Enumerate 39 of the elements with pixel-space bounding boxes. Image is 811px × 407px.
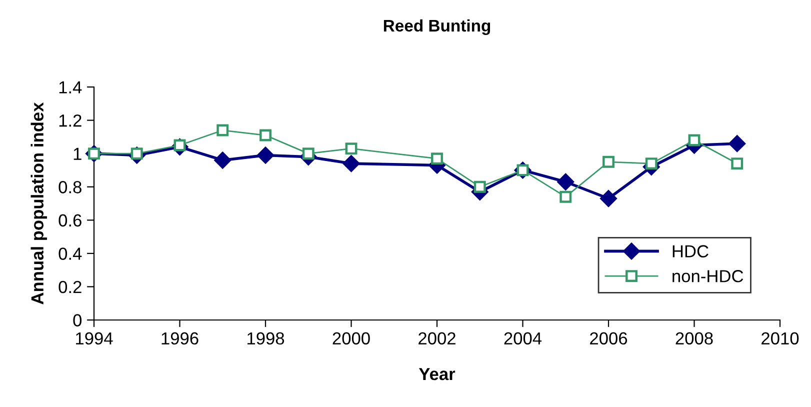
point bbox=[214, 152, 232, 169]
x-tick-label: 2000 bbox=[332, 332, 370, 345]
point bbox=[256, 146, 274, 164]
point bbox=[600, 190, 618, 208]
x-tick-label: 2006 bbox=[590, 332, 628, 345]
y-tick-label: 0.8 bbox=[58, 181, 82, 194]
chart-title: Reed Bunting bbox=[384, 19, 490, 35]
point bbox=[431, 152, 443, 165]
x-tick-label: 1994 bbox=[76, 332, 113, 345]
point bbox=[688, 134, 700, 146]
point bbox=[345, 142, 358, 155]
x-tick-label: 2008 bbox=[676, 332, 713, 345]
y-tick-label: 1.2 bbox=[59, 114, 82, 127]
x-tick-label: 2002 bbox=[418, 332, 456, 345]
y-tick-label: 1 bbox=[74, 148, 82, 160]
x-tick-label: 2010 bbox=[762, 332, 799, 345]
x-axis-title: Year bbox=[418, 368, 456, 380]
legend-label: HDC bbox=[672, 245, 708, 258]
point bbox=[728, 135, 746, 152]
y-tick-label: 0 bbox=[73, 314, 82, 326]
point bbox=[302, 148, 314, 160]
y-axis-title: Annual population index bbox=[30, 102, 47, 304]
point bbox=[560, 190, 572, 203]
y-tick-label: 0.6 bbox=[58, 214, 82, 227]
point bbox=[557, 173, 574, 190]
point bbox=[731, 158, 744, 170]
y-tick-label: 0.2 bbox=[58, 280, 82, 294]
point bbox=[645, 158, 658, 170]
point bbox=[260, 129, 272, 142]
x-tick-label: 1998 bbox=[248, 332, 284, 345]
legend-label: non-HDC bbox=[672, 270, 744, 282]
y-tick-label: 1.4 bbox=[59, 81, 82, 94]
point bbox=[342, 155, 360, 172]
point bbox=[602, 156, 614, 168]
x-tick-label: 2004 bbox=[504, 332, 542, 345]
x-tick-label: 1996 bbox=[162, 332, 198, 345]
point bbox=[474, 180, 486, 193]
point bbox=[216, 124, 229, 136]
y-tick-label: 0.4 bbox=[58, 248, 82, 260]
